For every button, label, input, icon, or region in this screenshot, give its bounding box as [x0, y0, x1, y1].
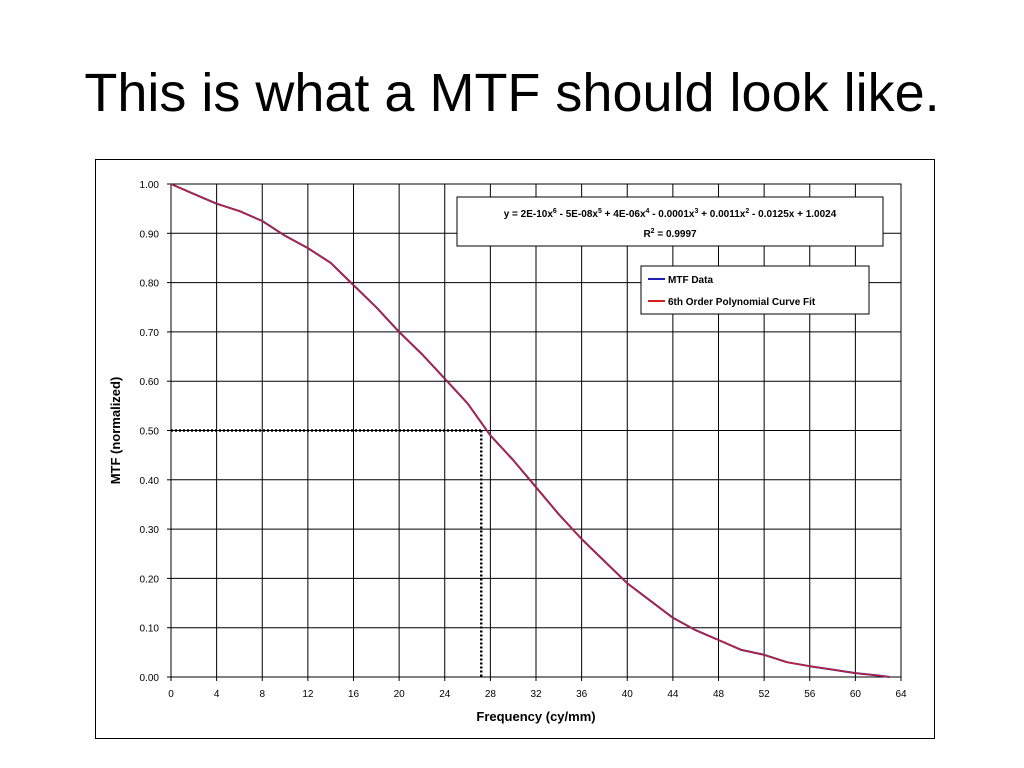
y-tick-label: 0.40 — [140, 476, 160, 487]
legend-label-mtf-data: MTF Data — [668, 275, 713, 286]
y-tick-label: 0.70 — [140, 328, 160, 339]
equation-text: y = 2E-10x6 - 5E-08x5 + 4E-06x4 - 0.0001… — [504, 208, 837, 220]
y-axis-title: MTF (normalized) — [108, 377, 123, 485]
y-tick-label: 1.00 — [140, 180, 160, 191]
x-tick-label: 16 — [348, 689, 360, 700]
x-axis-title: Frequency (cy/mm) — [476, 709, 595, 724]
y-tick-label: 0.10 — [140, 624, 160, 635]
chart-frame: 0.00 0.10 0.20 0.30 0.40 0.50 0.60 0.70 0.80 0.90… — [95, 159, 935, 739]
x-tick-label: 40 — [622, 689, 634, 700]
y-tick-label: 0.20 — [140, 574, 160, 585]
legend-label-curve-fit: 6th Order Polynomial Curve Fit — [668, 297, 816, 308]
x-tick-label: 32 — [530, 689, 542, 700]
x-axis-ticks: 0 4 8 12 16 20 24 28 32 36 40 44 48 52 56 60 64 — [168, 677, 907, 700]
y-tick-label: 0.90 — [140, 229, 160, 240]
legend: MTF Data 6th Order Polynomial Curve Fit — [640, 265, 870, 315]
x-tick-label: 4 — [214, 689, 220, 700]
x-tick-label: 52 — [759, 689, 771, 700]
y-tick-label: 0.50 — [140, 427, 160, 438]
x-tick-label: 64 — [895, 689, 907, 700]
slide-title: This is what a MTF should look like. — [84, 63, 940, 123]
x-tick-label: 56 — [804, 689, 816, 700]
r-squared-text: R2 = 0.9997 — [643, 228, 697, 240]
x-tick-label: 44 — [667, 689, 679, 700]
x-tick-label: 36 — [576, 689, 588, 700]
x-tick-label: 0 — [168, 689, 174, 700]
mtf-chart: 0.00 0.10 0.20 0.30 0.40 0.50 0.60 0.70 0.80 0.90… — [108, 180, 907, 724]
equation-box: y = 2E-10x6 - 5E-08x5 + 4E-06x4 - 0.0001… — [456, 196, 884, 247]
y-tick-label: 0.00 — [140, 673, 160, 684]
x-tick-label: 24 — [439, 689, 451, 700]
y-axis-ticks: 0.00 0.10 0.20 0.30 0.40 0.50 0.60 0.70 0.80 0.90… — [140, 180, 171, 684]
x-tick-label: 28 — [485, 689, 497, 700]
x-tick-label: 60 — [850, 689, 862, 700]
x-tick-label: 12 — [302, 689, 314, 700]
series-line-curve-fit — [170, 183, 890, 678]
series-lines — [170, 183, 890, 678]
y-tick-label: 0.60 — [140, 377, 160, 388]
y-tick-label: 0.80 — [140, 279, 160, 290]
y-tick-label: 0.30 — [140, 525, 160, 536]
x-tick-label: 8 — [259, 689, 265, 700]
x-tick-label: 20 — [394, 689, 406, 700]
x-tick-label: 48 — [713, 689, 725, 700]
half-mtf-guides — [171, 429, 483, 677]
